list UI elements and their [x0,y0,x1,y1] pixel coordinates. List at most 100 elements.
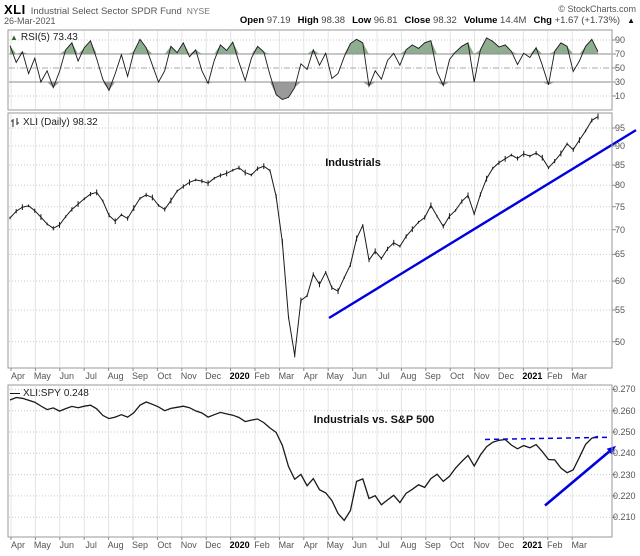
price-panel-label: XLI (Daily) 98.32 [10,117,98,128]
month-label: Mar [571,540,587,550]
month-label: Nov [180,540,197,550]
month-label: Feb [254,540,270,550]
month-label: Nov [180,371,197,381]
ratio-axis-tick: 0.260 [613,405,636,416]
quote-item-high: High 98.38 [297,15,346,26]
rsi-axis-tick: 30 [615,77,626,87]
month-label: Feb [254,371,270,381]
month-label: Jun [59,371,75,381]
month-label: 2021 [522,371,543,381]
ratio-axis-tick: 0.270 [613,384,636,395]
main-axis-tick: 55 [615,304,626,315]
month-label: 2021 [522,540,543,550]
change-up-icon: ▲ [627,16,635,25]
ratio-axis-tick: 0.230 [613,469,636,480]
month-label: Aug [400,540,417,550]
month-label: Aug [400,371,417,381]
ratio-axis-tick: 0.250 [613,427,636,437]
x-axis-months-bottom: Apr May Jun Jul Aug Sep Oct Nov Dec 2020 Feb Mar Apr… [0,540,640,551]
ohlc-bars-icon [11,118,19,127]
quote-row: Open 97.19 High 98.38 Low 96.81 Close 98.32… [240,15,635,26]
month-label: Apr [303,371,318,381]
month-label: Dec [497,540,515,550]
rsi-indicator-icon: ▲ [10,32,18,42]
month-label: 2020 [229,371,250,381]
price-label-text: XLI (Daily) [23,117,70,128]
rsi-axis-tick: 10 [615,91,626,101]
main-axis-tick: 85 [615,160,626,171]
line-swatch-icon: — [10,387,20,399]
main-axis-tick: 75 [615,201,626,212]
month-label: Oct [450,371,465,381]
month-label: Sep [131,540,149,550]
chart-header: XLI Industrial Select Sector SPDR Fund N… [4,2,210,17]
month-label: May [33,540,51,550]
month-label: Oct [157,540,172,550]
main-axis-tick: 80 [615,180,626,191]
month-label: Jul [85,540,97,550]
month-label: Apr [10,371,26,381]
ratio-axis-tick: 0.220 [613,490,636,501]
rsi-label-text: RSI(5) [20,32,50,43]
month-label: Jun [352,540,367,550]
month-label: Sep [424,371,441,381]
month-label: Oct [157,371,172,381]
month-label: Oct [450,540,465,550]
month-label: Aug [107,371,124,381]
main-axis-tick: 50 [615,336,626,347]
rsi-axis-tick: 90 [615,35,626,45]
ratio-panel-label: — XLI:SPY 0.248 [10,388,89,399]
month-label: Mar [571,371,587,381]
price-current-value: 98.32 [72,117,98,128]
month-label: Mar [278,540,295,550]
ratio-label-text: XLI:SPY [23,388,61,399]
month-label: Jul [378,540,390,550]
rsi-current-value: 73.43 [52,32,78,43]
quote-item-low: Low 96.81 [352,15,398,26]
ratio-axis-tick: 0.210 [613,512,636,523]
main-axis-tick: 90 [615,141,626,151]
quote-item-open: Open 97.19 [239,15,291,26]
month-label: Sep [131,371,149,381]
month-label: Dec [497,371,515,381]
exchange-label: NYSE [186,6,210,16]
ratio-current-value: 0.248 [63,388,89,399]
month-label: May [33,371,51,381]
month-label: Feb [547,371,563,381]
month-label: Mar [278,371,295,381]
main-axis-tick: 70 [615,224,626,235]
fund-name: Industrial Select Sector SPDR Fund [30,6,182,17]
month-label: Sep [424,540,441,550]
rsi-axis-tick: 50 [615,63,626,73]
quote-item-volume: Volume 14.4M [463,15,527,26]
ratio-axis-tick: 0.240 [613,448,636,459]
main-axis-tick: 60 [615,276,626,287]
month-label: Aug [107,540,124,550]
rsi-panel-label: ▲ RSI(5) 73.43 [10,32,78,43]
x-axis-months-middle: Apr May Jun Jul Aug Sep Oct Nov Dec 2020 Feb Mar Apr… [0,371,640,382]
stockcharts-credit: © StockCharts.com [558,4,636,14]
quote-item-chg: Chg +1.67 (+1.73%) [533,15,621,26]
month-label: Jul [378,371,390,381]
month-label: Apr [10,540,26,550]
ticker-symbol: XLI [4,2,26,17]
month-label: May [326,371,344,381]
month-label: Jun [59,540,75,550]
month-label: Apr [303,540,318,550]
month-label: Jun [352,371,367,381]
month-label: Nov [473,371,490,381]
rsi-axis-tick: 70 [615,49,626,59]
quote-item-close: Close 98.32 [404,15,457,26]
month-label: Dec [205,540,222,550]
month-label: 2020 [229,540,250,550]
industrials-annotation: Industrials [325,157,381,169]
main-axis-tick: 95 [615,123,626,133]
month-label: Jul [85,371,97,381]
chart-date: 26-Mar-2021 [4,16,56,26]
month-label: May [326,540,344,550]
month-label: Dec [205,371,222,381]
main-axis-tick: 65 [615,249,626,260]
month-label: Feb [547,540,563,550]
